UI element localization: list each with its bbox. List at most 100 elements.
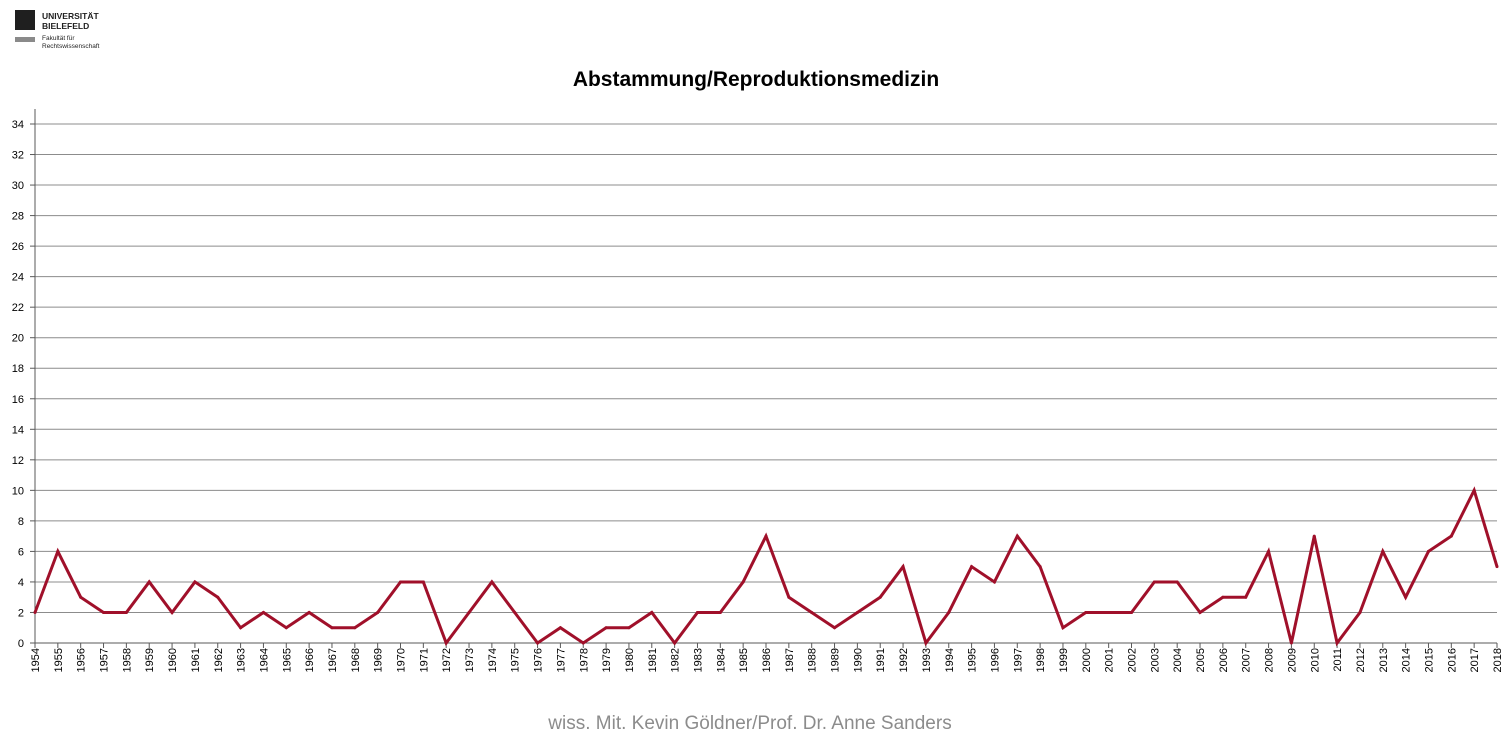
data-point-1954 xyxy=(33,610,37,614)
x-tick-label-1985: 1985 xyxy=(738,648,750,672)
x-tick-label-1965: 1965 xyxy=(281,648,293,672)
x-tick-label-1999: 1999 xyxy=(1058,648,1070,672)
x-tick-label-2009: 2009 xyxy=(1286,648,1298,672)
data-point-1968 xyxy=(353,626,357,630)
y-tick-label-32: 32 xyxy=(12,150,24,162)
x-tick-label-1993: 1993 xyxy=(921,648,933,672)
data-point-1989 xyxy=(833,626,837,630)
data-point-1975 xyxy=(513,610,517,614)
x-tick-label-1980: 1980 xyxy=(624,648,636,672)
x-tick-label-2013: 2013 xyxy=(1378,648,1390,672)
data-points xyxy=(33,488,1499,645)
data-point-1977 xyxy=(558,626,562,630)
x-tick-label-2010: 2010 xyxy=(1309,648,1321,672)
data-point-1955 xyxy=(56,549,60,553)
x-tick-label-1974: 1974 xyxy=(487,648,499,672)
data-point-1956 xyxy=(79,595,83,599)
data-point-1976 xyxy=(536,641,540,645)
data-point-2002 xyxy=(1130,610,1133,614)
data-point-2008 xyxy=(1267,549,1271,553)
x-tick-label-1964: 1964 xyxy=(258,648,270,672)
data-point-2014 xyxy=(1404,595,1408,599)
data-point-1984 xyxy=(718,610,722,614)
x-tick-label-1970: 1970 xyxy=(396,648,408,672)
x-tick-label-2000: 2000 xyxy=(1081,648,1093,672)
x-tick-label-1973: 1973 xyxy=(464,648,476,672)
data-point-2004 xyxy=(1175,580,1179,584)
x-tick-label-1971: 1971 xyxy=(418,648,430,672)
data-point-2011 xyxy=(1335,641,1339,645)
data-point-1970 xyxy=(399,580,402,584)
data-point-2013 xyxy=(1381,549,1385,553)
y-tick-label-16: 16 xyxy=(12,394,24,406)
data-point-1990 xyxy=(855,610,859,614)
data-point-2003 xyxy=(1152,580,1156,584)
data-point-1988 xyxy=(810,610,814,614)
x-tick-label-1988: 1988 xyxy=(807,648,819,672)
logo-line-2: BIELEFELD xyxy=(42,21,90,31)
data-point-1993 xyxy=(924,641,928,645)
x-tick-label-1960: 1960 xyxy=(167,648,179,672)
data-point-2018 xyxy=(1495,565,1499,569)
data-point-1982 xyxy=(673,641,677,645)
x-tick-label-1957: 1957 xyxy=(99,648,111,672)
series-group xyxy=(33,486,1499,647)
x-tick-label-1976: 1976 xyxy=(533,648,545,672)
x-tick-label-1994: 1994 xyxy=(944,648,956,672)
x-tick-label-1986: 1986 xyxy=(761,648,773,672)
x-tick-label-1978: 1978 xyxy=(578,648,590,672)
y-tick-label-24: 24 xyxy=(12,272,24,284)
footer-credit: wiss. Mit. Kevin Göldner/Prof. Dr. Anne … xyxy=(548,713,952,734)
logo-bar-icon xyxy=(15,37,35,42)
x-tick-label-2016: 2016 xyxy=(1446,648,1458,672)
x-tick-label-2003: 2003 xyxy=(1149,648,1161,672)
data-point-2006 xyxy=(1221,595,1225,599)
x-tick-label-2015: 2015 xyxy=(1423,648,1435,672)
data-point-1958 xyxy=(124,610,128,614)
x-tick-label-2017: 2017 xyxy=(1469,648,1481,672)
data-point-1959 xyxy=(147,580,151,584)
x-tick-label-2004: 2004 xyxy=(1172,648,1184,672)
chart-title: Abstammung/Reproduktionsmedizin xyxy=(573,68,939,91)
data-point-1991 xyxy=(878,595,882,599)
y-tick-label-26: 26 xyxy=(12,241,24,253)
x-tick-label-1968: 1968 xyxy=(350,648,362,672)
x-tick-label-1989: 1989 xyxy=(830,648,842,672)
x-tick-label-2007: 2007 xyxy=(1241,648,1253,672)
x-tick-label-1997: 1997 xyxy=(1012,648,1024,672)
university-logo: UNIVERSITÄT BIELEFELD Fakultät für Recht… xyxy=(15,10,155,54)
y-tick-label-0: 0 xyxy=(18,638,24,650)
x-tick-label-1962: 1962 xyxy=(213,648,225,672)
y-tick-label-34: 34 xyxy=(12,119,24,131)
data-point-1966 xyxy=(307,610,311,614)
data-point-1983 xyxy=(695,610,699,614)
y-tick-label-20: 20 xyxy=(12,333,24,345)
logo-line-3: Fakultät für xyxy=(42,35,75,42)
y-tick-label-8: 8 xyxy=(18,516,24,528)
x-tick-label-1996: 1996 xyxy=(989,648,1001,672)
x-tick-label-1954: 1954 xyxy=(30,648,42,672)
data-point-1986 xyxy=(764,534,768,538)
data-point-1969 xyxy=(376,610,380,614)
x-tick-label-1967: 1967 xyxy=(327,648,339,672)
data-point-1981 xyxy=(650,610,654,614)
x-axis-ticks: 1954 1955 1956 1957 1958 1959 1960 1961 1962 1963… xyxy=(30,643,1504,672)
data-point-1998 xyxy=(1038,565,1042,569)
series-line-0 xyxy=(33,486,1499,647)
logo-square-icon xyxy=(15,10,35,30)
x-tick-label-1963: 1963 xyxy=(236,648,248,672)
x-tick-label-1961: 1961 xyxy=(190,648,202,672)
y-tick-label-10: 10 xyxy=(12,485,24,497)
x-tick-label-1987: 1987 xyxy=(784,648,796,672)
y-tick-label-30: 30 xyxy=(12,180,24,192)
y-tick-label-14: 14 xyxy=(12,424,24,436)
x-tick-label-2005: 2005 xyxy=(1195,648,1207,672)
axes xyxy=(34,109,1497,644)
data-point-1987 xyxy=(787,595,791,599)
y-tick-label-12: 12 xyxy=(12,455,24,467)
x-tick-label-1979: 1979 xyxy=(601,648,613,672)
data-point-1972 xyxy=(444,641,448,645)
data-point-1978 xyxy=(581,641,585,645)
data-point-1992 xyxy=(901,565,905,569)
